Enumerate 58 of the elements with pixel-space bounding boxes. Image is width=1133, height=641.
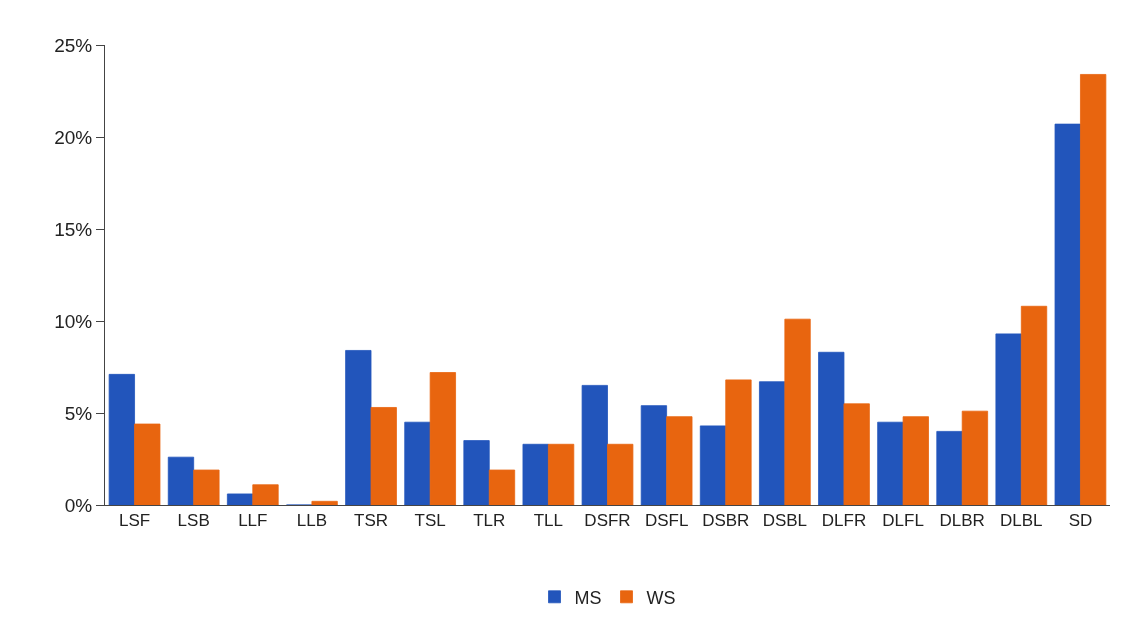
bar [843, 403, 870, 505]
y-tick-label: 20% [54, 126, 93, 148]
x-tick-label: DLBR [939, 511, 985, 531]
bar [1080, 74, 1107, 505]
bar [226, 493, 254, 505]
bar [725, 379, 752, 505]
x-tick-label: LSB [177, 511, 210, 531]
x-tick-label: TLL [533, 511, 564, 531]
x-tick-label: TSR [354, 511, 389, 531]
x-tick-label: DLBL [1000, 511, 1043, 531]
bar [902, 416, 929, 505]
bar [699, 425, 727, 505]
y-tick-label: 25% [54, 34, 93, 56]
bar [488, 469, 516, 505]
bar [404, 421, 431, 505]
x-tick-label: DSFL [644, 511, 689, 531]
y-tick-label: 0% [64, 494, 93, 516]
x-tick-label: DSBR [702, 511, 750, 531]
bar [581, 385, 608, 505]
bar [547, 443, 575, 505]
bar [607, 443, 634, 505]
bar [193, 469, 220, 505]
legend-label: MS [574, 587, 602, 608]
bar [936, 431, 963, 505]
bar [108, 373, 135, 505]
y-tick-label: 5% [64, 402, 93, 424]
x-tick-label: SD [1068, 511, 1093, 531]
x-tick-label: DLFL [882, 511, 924, 531]
bar [666, 416, 693, 505]
bar [345, 350, 372, 505]
bar [463, 440, 490, 505]
bar [134, 423, 161, 505]
bar [877, 421, 904, 505]
x-tick-label: LLB [296, 511, 328, 531]
x-tick-label: LLF [238, 511, 268, 531]
bar [429, 372, 456, 505]
bar [784, 318, 811, 505]
y-tick-label: 10% [54, 310, 93, 332]
bar [1054, 123, 1081, 505]
bar [370, 407, 397, 505]
x-tick-label: TSL [414, 511, 446, 531]
bar [961, 410, 989, 505]
bar [818, 351, 845, 505]
x-tick-label: DSFR [584, 511, 631, 531]
x-tick-label: DLFR [821, 511, 867, 531]
y-tick-label: 15% [54, 218, 93, 240]
bar [167, 456, 195, 505]
bar [1020, 305, 1048, 505]
x-tick-label: LSF [118, 511, 151, 531]
x-tick-label: DSBL [762, 511, 808, 531]
bar [640, 405, 668, 505]
bar [995, 333, 1022, 505]
bar [311, 500, 338, 505]
x-tick-label: TLR [473, 511, 506, 531]
bar [252, 484, 279, 505]
legend-label: WS [646, 587, 676, 608]
bar [759, 381, 786, 505]
bar [522, 443, 549, 505]
